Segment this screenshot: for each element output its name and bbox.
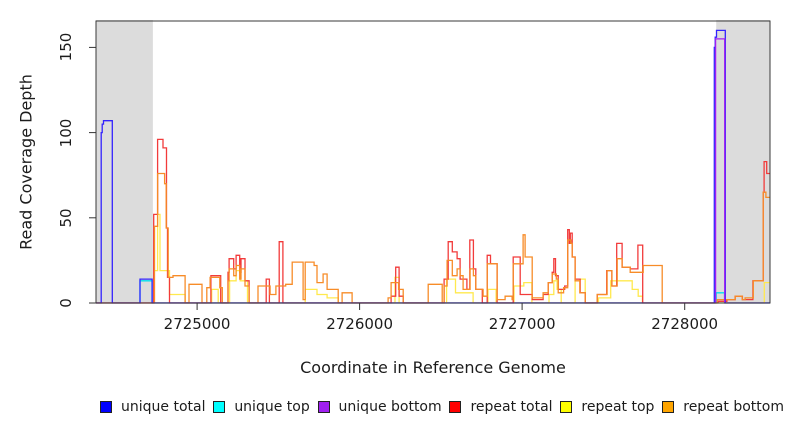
legend-label: repeat bottom xyxy=(683,399,784,415)
x-tick-label: 2727000 xyxy=(488,315,556,333)
legend-item-repeat-total: repeat total xyxy=(449,399,553,415)
legend-swatch-icon xyxy=(317,401,330,413)
coverage-plot-canvas xyxy=(89,20,771,310)
legend-swatch-icon xyxy=(662,401,675,413)
series-repeat-total xyxy=(96,138,770,304)
series-repeat-bottom xyxy=(96,172,770,304)
y-axis-title: Read Coverage Depth xyxy=(16,74,36,250)
x-tick-label: 2725000 xyxy=(163,315,231,333)
x-axis-title: Coordinate in Reference Genome xyxy=(300,358,566,377)
legend-label: unique bottom xyxy=(338,399,442,415)
plot-legend: unique total unique top unique bottom repea… xyxy=(100,399,784,415)
y-tick-label: 100 xyxy=(57,118,75,147)
plot-border xyxy=(95,20,771,304)
series-repeat-top xyxy=(96,213,770,304)
legend-item-unique-total: unique total xyxy=(100,399,205,415)
series-unique-total xyxy=(96,29,770,304)
legend-item-repeat-top: repeat top xyxy=(560,399,654,415)
y-tick-label: 50 xyxy=(57,208,75,228)
legend-label: unique total xyxy=(121,399,206,415)
legend-item-unique-bottom: unique bottom xyxy=(317,399,442,415)
legend-label: repeat top xyxy=(581,399,655,415)
y-tick-label: 0 xyxy=(57,298,75,308)
legend-swatch-icon xyxy=(449,401,462,413)
legend-item-repeat-bottom: repeat bottom xyxy=(662,399,784,415)
legend-label: repeat total xyxy=(470,399,553,415)
legend-item-unique-top: unique top xyxy=(213,399,310,415)
legend-swatch-icon xyxy=(560,401,573,413)
legend-label: unique top xyxy=(234,399,310,415)
legend-swatch-icon xyxy=(100,401,112,413)
y-tick-label: 150 xyxy=(57,33,75,62)
x-tick-label: 2726000 xyxy=(326,315,394,333)
shaded-region xyxy=(96,20,153,303)
legend-swatch-icon xyxy=(213,401,226,413)
x-tick-label: 2728000 xyxy=(651,315,719,333)
series-unique-bottom xyxy=(96,38,770,304)
